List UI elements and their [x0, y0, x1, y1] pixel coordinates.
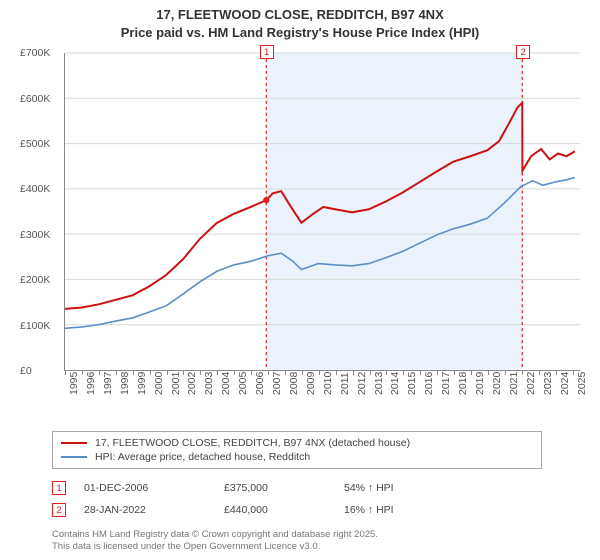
- legend-row-1: 17, FLEETWOOD CLOSE, REDDITCH, B97 4NX (…: [61, 436, 533, 450]
- x-axis-label: 2000: [153, 372, 165, 395]
- footer: Contains HM Land Registry data © Crown c…: [52, 529, 600, 554]
- chart-svg: [65, 53, 580, 370]
- legend-label-2: HPI: Average price, detached house, Redd…: [95, 451, 310, 463]
- row-marker-1: 1: [52, 481, 66, 495]
- x-axis-label: 2002: [186, 372, 198, 395]
- plot-region: 1 2: [64, 53, 580, 371]
- x-axis-label: 2011: [339, 373, 351, 396]
- x-axis-label: 2008: [288, 372, 300, 395]
- footer-line-2: This data is licensed under the Open Gov…: [52, 541, 600, 553]
- x-axis-label: 2019: [474, 372, 486, 395]
- table-row: 2 28-JAN-2022 £440,000 16% ↑ HPI: [52, 499, 600, 521]
- x-axis-label: 2018: [457, 372, 469, 395]
- x-axis-label: 2009: [305, 372, 317, 395]
- x-axis-label: 2013: [373, 372, 385, 395]
- x-axis-label: 2001: [170, 372, 182, 395]
- x-axis-label: 1998: [119, 372, 131, 395]
- x-axis-label: 1999: [136, 372, 148, 395]
- y-axis-label: £400K: [20, 183, 50, 195]
- row-price-1: £375,000: [224, 482, 344, 494]
- legend-row-2: HPI: Average price, detached house, Redd…: [61, 450, 533, 464]
- x-axis-label: 2017: [440, 372, 452, 395]
- x-axis-label: 2021: [508, 372, 520, 395]
- row-price-2: £440,000: [224, 504, 344, 516]
- y-axis-label: £600K: [20, 93, 50, 105]
- x-axis-label: 2010: [322, 372, 334, 395]
- x-axis-label: 2016: [423, 372, 435, 395]
- title-line-2: Price paid vs. HM Land Registry's House …: [0, 24, 600, 42]
- footer-line-1: Contains HM Land Registry data © Crown c…: [52, 529, 600, 541]
- x-axis-label: 2012: [356, 372, 368, 395]
- row-marker-2: 2: [52, 503, 66, 517]
- y-axis-label: £100K: [20, 320, 50, 332]
- chart-area: 1 2 £0 £100K £200K £300K £400K £500K £600K £700…: [18, 45, 588, 425]
- x-axis-label: 2015: [406, 372, 418, 395]
- chart-title-block: 17, FLEETWOOD CLOSE, REDDITCH, B97 4NX P…: [0, 0, 600, 45]
- legend-label-1: 17, FLEETWOOD CLOSE, REDDITCH, B97 4NX (…: [95, 437, 410, 449]
- x-axis-label: 2003: [203, 372, 215, 395]
- x-axis-label: 1996: [85, 372, 97, 395]
- sale-marker-1: 1: [260, 45, 274, 59]
- title-line-1: 17, FLEETWOOD CLOSE, REDDITCH, B97 4NX: [0, 6, 600, 24]
- y-axis-label: £0: [20, 365, 32, 377]
- x-axis-label: 1995: [68, 372, 80, 395]
- x-axis-label: 2024: [559, 372, 571, 395]
- sale-marker-2: 2: [516, 45, 530, 59]
- highlight-band: [266, 53, 522, 370]
- x-axis-label: 2006: [254, 372, 266, 395]
- row-hpi-2: 16% ↑ HPI: [344, 504, 464, 516]
- y-axis-label: £300K: [20, 229, 50, 241]
- x-axis-label: 1997: [102, 372, 114, 395]
- x-axis-label: 2020: [491, 372, 503, 395]
- sales-table: 1 01-DEC-2006 £375,000 54% ↑ HPI 2 28-JA…: [52, 477, 600, 521]
- table-row: 1 01-DEC-2006 £375,000 54% ↑ HPI: [52, 477, 600, 499]
- row-date-2: 28-JAN-2022: [84, 504, 224, 516]
- row-date-1: 01-DEC-2006: [84, 482, 224, 494]
- x-axis-label: 2025: [576, 372, 588, 395]
- x-axis-label: 2007: [271, 372, 283, 395]
- legend: 17, FLEETWOOD CLOSE, REDDITCH, B97 4NX (…: [52, 431, 542, 469]
- x-axis-label: 2004: [220, 372, 232, 395]
- row-hpi-1: 54% ↑ HPI: [344, 482, 464, 494]
- legend-swatch-2: [61, 456, 87, 458]
- y-axis-label: £200K: [20, 274, 50, 286]
- sale-dot-1: [263, 197, 269, 203]
- y-axis-label: £700K: [20, 47, 50, 59]
- x-axis-label: 2022: [525, 372, 537, 395]
- x-axis-label: 2014: [389, 372, 401, 395]
- y-axis-label: £500K: [20, 138, 50, 150]
- legend-swatch-1: [61, 442, 87, 444]
- x-axis-label: 2005: [237, 372, 249, 395]
- x-axis-label: 2023: [542, 372, 554, 395]
